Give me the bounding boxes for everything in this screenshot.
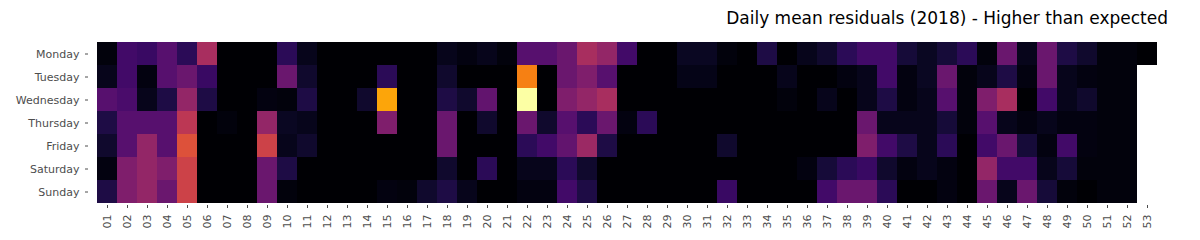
svg-text:32: 32 xyxy=(721,215,734,229)
svg-text:44: 44 xyxy=(961,215,974,229)
svg-text:11: 11 xyxy=(301,215,314,229)
svg-text:10: 10 xyxy=(281,215,294,229)
svg-text:02: 02 xyxy=(121,215,134,229)
svg-text:49: 49 xyxy=(1061,215,1074,229)
svg-text:12: 12 xyxy=(321,215,334,229)
svg-text:42: 42 xyxy=(921,215,934,229)
svg-text:Wednesday: Wednesday xyxy=(16,94,80,107)
svg-text:28: 28 xyxy=(641,215,654,229)
svg-text:17: 17 xyxy=(421,215,434,229)
svg-text:Sunday: Sunday xyxy=(38,186,80,199)
svg-text:41: 41 xyxy=(901,215,914,229)
svg-text:47: 47 xyxy=(1021,215,1034,229)
svg-text:37: 37 xyxy=(821,215,834,229)
svg-text:52: 52 xyxy=(1121,215,1134,229)
svg-text:33: 33 xyxy=(741,215,754,229)
svg-text:20: 20 xyxy=(481,215,494,229)
svg-text:50: 50 xyxy=(1081,215,1094,229)
svg-text:Friday: Friday xyxy=(46,140,80,153)
svg-text:14: 14 xyxy=(361,215,374,229)
svg-text:30: 30 xyxy=(681,215,694,229)
svg-text:06: 06 xyxy=(201,215,214,229)
svg-text:26: 26 xyxy=(601,215,614,229)
svg-text:34: 34 xyxy=(761,215,774,229)
svg-text:24: 24 xyxy=(561,215,574,229)
svg-text:01: 01 xyxy=(101,215,114,229)
svg-text:Thursday: Thursday xyxy=(27,117,80,130)
svg-text:53: 53 xyxy=(1141,215,1154,229)
svg-text:35: 35 xyxy=(781,215,794,229)
svg-text:22: 22 xyxy=(521,215,534,229)
svg-text:39: 39 xyxy=(861,215,874,229)
svg-text:25: 25 xyxy=(581,215,594,229)
svg-text:04: 04 xyxy=(161,215,174,229)
svg-text:43: 43 xyxy=(941,215,954,229)
svg-text:21: 21 xyxy=(501,215,514,229)
svg-text:Monday: Monday xyxy=(36,48,80,61)
svg-text:Tuesday: Tuesday xyxy=(34,71,80,84)
svg-text:Saturday: Saturday xyxy=(30,163,80,176)
svg-text:48: 48 xyxy=(1041,215,1054,229)
svg-text:45: 45 xyxy=(981,215,994,229)
svg-text:07: 07 xyxy=(221,215,234,229)
svg-text:51: 51 xyxy=(1101,215,1114,229)
svg-text:15: 15 xyxy=(381,215,394,229)
svg-text:38: 38 xyxy=(841,215,854,229)
svg-text:27: 27 xyxy=(621,215,634,229)
svg-text:40: 40 xyxy=(881,215,894,229)
svg-text:19: 19 xyxy=(461,215,474,229)
svg-text:13: 13 xyxy=(341,215,354,229)
svg-text:05: 05 xyxy=(181,215,194,229)
svg-text:03: 03 xyxy=(141,215,154,229)
svg-text:08: 08 xyxy=(241,215,254,229)
svg-text:31: 31 xyxy=(701,215,714,229)
svg-text:46: 46 xyxy=(1001,215,1014,229)
svg-text:09: 09 xyxy=(261,215,274,229)
svg-text:18: 18 xyxy=(441,215,454,229)
svg-text:36: 36 xyxy=(801,215,814,229)
html-text:Daily mean residuals (2018) -: Daily mean residuals (2018) - Higher tha… xyxy=(726,8,1168,28)
svg-text:23: 23 xyxy=(541,215,554,229)
svg-text:16: 16 xyxy=(401,215,414,229)
svg-text:29: 29 xyxy=(661,215,674,229)
